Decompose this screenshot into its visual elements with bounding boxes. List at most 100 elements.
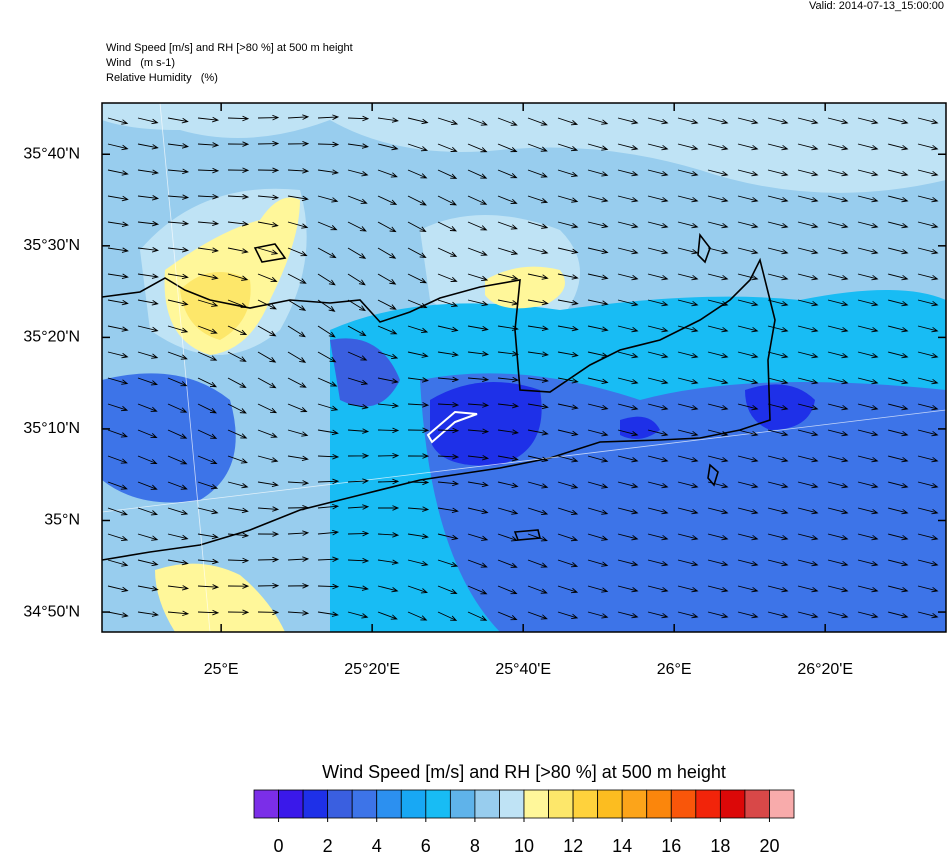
wind-arrow: [167, 481, 188, 490]
wind-arrow: [227, 455, 248, 464]
wind-arrow: [287, 114, 310, 120]
wind-arrow: [887, 585, 909, 593]
wind-arrow: [317, 377, 338, 387]
colorbar-box: [400, 789, 427, 819]
wind-arrow: [827, 325, 849, 333]
colorbar-box: [376, 789, 402, 819]
wind-arrow: [437, 247, 458, 257]
wind-arrow: [707, 351, 729, 359]
wind-arrow: [317, 529, 340, 536]
wind-arrow: [407, 169, 428, 179]
wind-arrow: [347, 585, 369, 591]
wind-arrow: [227, 377, 247, 388]
wind-arrow: [767, 143, 789, 151]
wind-arrow: [767, 585, 789, 593]
wind-arrow: [557, 117, 579, 126]
wind-arrow: [647, 585, 669, 593]
colorbar-box: [597, 789, 623, 819]
wind-arrow: [407, 427, 430, 433]
wind-arrow: [617, 403, 639, 411]
valid-time: Valid: 2014-07-13_15:00:00: [809, 0, 944, 12]
colorbar-label: 12: [563, 836, 583, 854]
wind-arrow: [557, 455, 579, 463]
wind-arrow: [317, 351, 337, 363]
wind-arrow: [317, 611, 339, 617]
wind-arrow: [707, 611, 729, 619]
wind-arrow: [497, 195, 518, 204]
wind-arrow: [857, 507, 879, 515]
wind-arrow: [647, 559, 669, 567]
lon-label: 26°20'E: [797, 661, 853, 678]
wind-arrow: [197, 584, 220, 590]
wind-arrow: [857, 429, 879, 437]
wind-arrow: [737, 273, 759, 281]
wind-arrow: [827, 611, 849, 619]
wind-arrow: [527, 403, 549, 410]
wind-arrow: [197, 609, 220, 616]
wind-arrow: [677, 351, 699, 359]
wind-arrow: [497, 611, 518, 621]
wind-arrow: [917, 143, 939, 151]
colorbar-box: [327, 789, 353, 819]
wind-arrow: [467, 351, 489, 357]
wind-arrow: [827, 507, 849, 515]
wind-arrow: [257, 299, 277, 310]
wind-arrow: [857, 351, 879, 359]
wind-arrow: [677, 143, 699, 151]
wind-arrow: [137, 273, 159, 279]
wind-arrow: [107, 169, 129, 176]
wind-arrow: [557, 611, 579, 619]
wind-arrow: [467, 221, 488, 231]
wind-arrow: [707, 585, 729, 593]
wind-arrow: [107, 533, 129, 542]
wind-arrow: [257, 351, 277, 363]
wind-arrow: [677, 169, 699, 177]
wind-arrow: [317, 503, 340, 510]
wind-arrow: [707, 247, 729, 255]
wind-arrow: [407, 117, 429, 125]
wind-arrow: [377, 169, 398, 178]
wind-arrow: [317, 429, 339, 436]
wind-arrow: [677, 117, 699, 125]
wind-arrow: [377, 585, 399, 593]
wind-arrow: [347, 530, 370, 537]
wind-arrow: [797, 169, 819, 177]
wind-arrow: [227, 583, 250, 589]
wind-arrow: [437, 376, 460, 383]
wind-arrow: [767, 481, 789, 489]
wind-arrow: [137, 351, 159, 359]
wind-arrow: [737, 481, 759, 489]
wind-arrow: [497, 247, 519, 255]
wind-arrow: [227, 247, 249, 254]
wind-arrow: [167, 325, 189, 333]
wind-arrow: [407, 402, 430, 408]
wind-arrow: [677, 533, 699, 541]
wind-arrow: [887, 403, 909, 411]
wind-arrow: [887, 559, 909, 567]
wind-arrow: [587, 299, 609, 306]
lat-label: 35°20'N: [23, 329, 80, 346]
wind-arrow: [677, 559, 699, 567]
wind-arrow: [647, 403, 669, 411]
wind-arrow: [917, 117, 939, 125]
wind-arrow: [467, 117, 488, 126]
wind-arrow: [617, 429, 639, 437]
wind-arrow: [197, 325, 218, 334]
wind-arrow: [287, 530, 310, 536]
wind-arrow: [857, 195, 879, 203]
wind-arrow: [767, 247, 789, 255]
wind-arrow: [137, 220, 160, 227]
wind-arrow: [287, 480, 310, 486]
wind-arrow: [377, 478, 400, 485]
wind-arrow: [887, 429, 909, 437]
wind-arrow: [227, 507, 249, 514]
wind-arrow: [197, 377, 218, 388]
wind-arrow: [917, 273, 939, 281]
wind-arrow: [557, 143, 579, 152]
wind-arrow: [197, 507, 219, 515]
wind-arrow: [437, 169, 458, 179]
wind-arrow: [467, 247, 488, 256]
wind-arrow: [137, 481, 158, 490]
wind-arrow: [467, 533, 489, 541]
wind-arrow: [527, 195, 549, 204]
